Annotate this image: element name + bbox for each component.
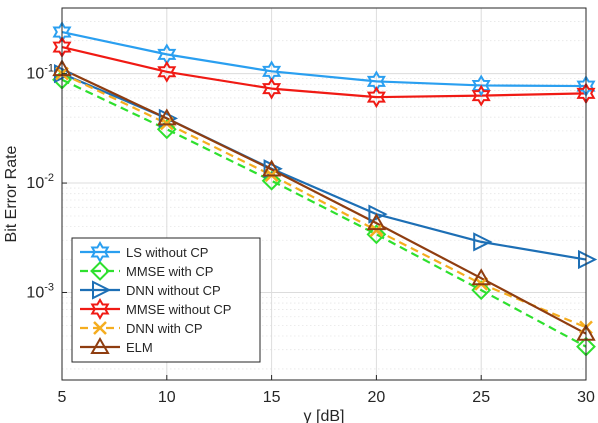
- series-line-mmse-without-cp: [61, 45, 587, 99]
- minor-grid: [62, 21, 586, 370]
- legend-marker-dnn-without-cp: [92, 280, 112, 300]
- legend: LS without CP MMSE with CP DNN without CP M…: [71, 237, 261, 363]
- legend-marker-mmse-with-cp: [90, 261, 110, 281]
- data-point-dnn-without-cp: [578, 249, 598, 270]
- legend-marker-mmse-without-cp: [90, 298, 110, 320]
- x-tick-label: 10: [158, 389, 176, 406]
- series-line-ls-without-cp: [61, 30, 587, 88]
- data-point-mmse-without-cp: [262, 77, 282, 100]
- data-point-mmse-without-cp: [366, 86, 386, 109]
- data-point-mmse-without-cp: [157, 60, 177, 83]
- data-point-elm: [471, 268, 491, 286]
- series-lines: [61, 30, 587, 348]
- series-line-mmse-with-cp: [61, 78, 587, 348]
- legend-marker-elm: [90, 336, 110, 354]
- plot-frame: [61, 7, 587, 381]
- x-tick-label: 5: [58, 389, 67, 406]
- legend-marker-dnn-with-cp: [93, 321, 107, 335]
- series-line-elm: [61, 68, 587, 335]
- legend-marker-ls-without-cp: [90, 241, 110, 263]
- data-point-ls-without-cp: [366, 70, 386, 93]
- data-point-mmse-with-cp: [366, 224, 387, 245]
- y-tick-label: 10-3: [26, 281, 54, 301]
- data-point-dnn-without-cp: [473, 232, 493, 252]
- x-tick-labels: 5 10 15 20 25 30: [58, 375, 595, 406]
- data-point-mmse-with-cp: [471, 280, 492, 301]
- y-tick-labels: 10-1 10-2 10-3: [26, 63, 67, 301]
- legend-label-ls-without-cp: LS without CP: [126, 245, 208, 260]
- legend-label-dnn-without-cp: DNN without CP: [126, 283, 221, 298]
- y-tick-label: 10-2: [26, 172, 54, 192]
- x-tick-label: 30: [577, 389, 595, 406]
- x-tick-label: 20: [368, 389, 386, 406]
- y-axis-label: Bit Error Rate: [3, 145, 20, 242]
- y-tick-label: 10-1: [26, 63, 54, 83]
- x-axis-label: γ [dB]: [304, 408, 345, 423]
- legend-label-mmse-with-cp: MMSE with CP: [126, 264, 213, 279]
- legend-label-mmse-without-cp: MMSE without CP: [126, 302, 231, 317]
- data-point-mmse-without-cp: [471, 84, 491, 107]
- x-tick-label: 25: [472, 389, 490, 406]
- legend-label-dnn-with-cp: DNN with CP: [126, 321, 203, 336]
- data-point-dnn-with-cp: [369, 223, 384, 238]
- legend-box: [71, 237, 261, 363]
- x-tick-label: 15: [263, 389, 281, 406]
- data-point-ls-without-cp: [471, 74, 491, 97]
- data-point-elm: [157, 108, 177, 126]
- legend-label-elm: ELM: [126, 340, 153, 355]
- data-point-mmse-with-cp: [261, 170, 282, 191]
- data-point-elm: [261, 159, 282, 177]
- data-point-elm: [366, 213, 387, 231]
- series-line-dnn-with-cp: [61, 72, 587, 329]
- series-markers: [52, 21, 598, 357]
